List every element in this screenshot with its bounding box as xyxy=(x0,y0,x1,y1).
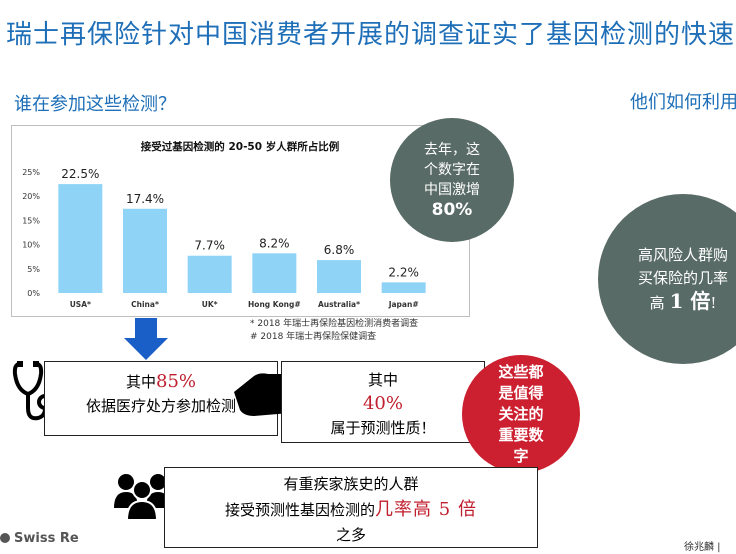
bubble-china-surge: 去年，这 个数字在 中国激增 80% xyxy=(390,118,514,242)
chart-source-notes: * 2018 年瑞士再保险基因检测消费者调查 # 2018 年瑞士再保险保健调查 xyxy=(250,318,418,344)
bar xyxy=(187,255,232,293)
bar xyxy=(58,184,103,293)
chart-title: 接受过基因检测的 20-50 岁人群所占比例 xyxy=(141,140,339,153)
bubble-text: 中国激增 xyxy=(424,182,480,198)
x-tick-label: Australia* xyxy=(318,300,360,309)
family-history-stat-box: 有重疾家族史的人群 接受预测性基因检测的几率高 5 倍 之多 xyxy=(164,467,538,548)
people-group-icon xyxy=(114,474,170,520)
bubble-text: ! xyxy=(710,293,717,312)
x-tick-label: UK* xyxy=(202,300,218,309)
down-arrow-icon xyxy=(124,318,168,360)
bubble-highlight: 80% xyxy=(431,200,473,220)
highlight-ratio: 几率高 5 倍 xyxy=(375,499,477,520)
bar-value-label: 22.5% xyxy=(61,167,99,181)
bar-value-label: 6.8% xyxy=(324,243,355,257)
logo-mark-icon xyxy=(0,533,10,543)
bar-value-label: 8.2% xyxy=(259,236,290,250)
bar xyxy=(381,282,426,293)
bar-value-label: 2.2% xyxy=(388,265,419,279)
box-text: 接受预测性基因检测的 xyxy=(225,501,376,519)
bar xyxy=(317,260,361,293)
bubble-text: 高风险人群购 xyxy=(637,245,728,264)
y-tick-label: 15% xyxy=(22,216,40,225)
x-tick-label: China* xyxy=(131,300,159,309)
predictive-stat-box: 其中 40% 属于预测性质！ xyxy=(281,361,485,443)
swiss-re-logo: Swiss Re xyxy=(0,531,79,546)
bubble-text: 关注的 xyxy=(498,404,544,423)
bubble-text: 这些都 xyxy=(498,362,544,381)
note-2: # 2018 年瑞士再保险保健调查 xyxy=(250,332,377,342)
box-text: 其中 xyxy=(125,373,156,391)
bar-value-label: 7.7% xyxy=(194,239,225,253)
bubble-text: 是值得 xyxy=(498,383,544,402)
y-tick-label: 10% xyxy=(22,241,40,250)
y-tick-label: 5% xyxy=(27,265,40,274)
box-text: 其中 xyxy=(367,371,398,389)
x-tick-label: USA* xyxy=(70,300,91,309)
logo-text: Swiss Re xyxy=(14,531,79,546)
bar xyxy=(123,208,167,293)
highlight-percent: 40% xyxy=(362,393,403,414)
bubble-highlight: 1 倍 xyxy=(669,288,711,313)
box-text: 依据医疗处方参加检测 xyxy=(85,397,236,415)
y-tick-label: 25% xyxy=(22,168,40,177)
bubble-text: 个数字在 xyxy=(424,162,480,178)
box-text: 有重疾家族史的人群 xyxy=(283,475,419,493)
bubble-text: 高 xyxy=(649,293,665,312)
y-tick-label: 20% xyxy=(22,192,40,201)
box-text: 属于预测性质！ xyxy=(330,419,436,437)
bar xyxy=(252,253,297,293)
x-tick-label: Japan# xyxy=(388,300,419,309)
note-1: * 2018 年瑞士再保险基因检测消费者调查 xyxy=(250,319,419,329)
bubble-text: 重要数 xyxy=(498,425,544,444)
bubble-text: 买保险的几率 xyxy=(637,268,728,287)
section-question-right: 他们如何利用 xyxy=(630,92,736,113)
x-tick-label: Hong Kong# xyxy=(248,300,301,309)
page-title: 瑞士再保险针对中国消费者开展的调查证实了基因检测的快速 xyxy=(6,20,736,50)
y-tick-label: 0% xyxy=(27,289,40,298)
highlight-percent: 85% xyxy=(156,371,197,392)
bar-chart: 接受过基因检测的 20-50 岁人群所占比例 0% 5% 10% 15% 20% 25% 22… xyxy=(22,140,426,309)
bubble-insurance-rate: 高风险人群购 买保险的几率 高 1 倍! xyxy=(598,194,736,364)
box-text: 之多 xyxy=(335,526,366,544)
bubble-text: 去年，这 xyxy=(424,142,480,158)
bar-value-label: 17.4% xyxy=(126,192,164,206)
presenter-signature: 徐兆麟 | xyxy=(684,542,721,553)
bubble-important-numbers: 这些都 是值得 关注的 重要数 字 xyxy=(462,355,580,473)
bubble-text: 字 xyxy=(513,446,529,465)
prescription-stat-box: 其中85% 依据医疗处方参加检测 xyxy=(44,361,278,436)
section-question-left: 谁在参加这些检测？ xyxy=(14,94,176,115)
